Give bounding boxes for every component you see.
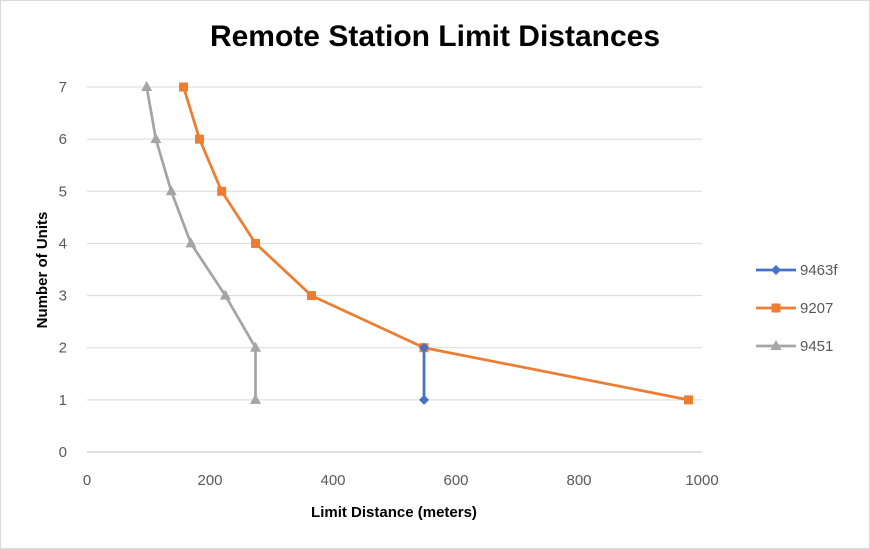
- y-tick-label: 2: [59, 340, 67, 357]
- data-point-diamond: [419, 342, 430, 353]
- y-tick-label: 7: [59, 79, 67, 96]
- data-point-square: [195, 134, 205, 144]
- y-tick-label: 1: [59, 392, 67, 409]
- y-tick-label: 6: [59, 131, 67, 148]
- data-point-triangle: [250, 341, 262, 352]
- axes: 0 1 2 3 4 5 6 7 0 200 400 600 800 1000: [59, 79, 719, 489]
- x-tick-label: 400: [320, 472, 345, 489]
- chart-title: Remote Station Limit Distances: [209, 20, 661, 53]
- data-point-square: [306, 291, 316, 301]
- legend-label: 9451: [800, 338, 833, 355]
- data-point-square: [771, 303, 781, 313]
- data-point-triangle: [250, 393, 262, 404]
- legend-label: 9463f: [800, 262, 838, 279]
- x-axis-label: Limit Distance (meters): [311, 504, 477, 521]
- x-tick-label: 200: [197, 472, 222, 489]
- data-point-triangle: [770, 340, 782, 350]
- data-point-triangle: [185, 237, 197, 248]
- data-point-square: [179, 82, 189, 92]
- y-tick-label: 3: [59, 288, 67, 305]
- plot-series: [141, 81, 693, 405]
- data-point-triangle: [219, 289, 231, 300]
- data-point-diamond: [419, 394, 430, 405]
- data-point-triangle: [150, 133, 162, 144]
- data-point-triangle: [165, 185, 177, 196]
- x-tick-label: 600: [443, 472, 468, 489]
- data-point-square: [217, 186, 227, 196]
- y-tick-label: 0: [59, 444, 67, 461]
- x-tick-label: 0: [83, 472, 91, 489]
- data-point-square: [683, 395, 693, 405]
- x-tick-label: 800: [566, 472, 591, 489]
- x-tick-label: 1000: [685, 472, 718, 489]
- y-tick-label: 4: [59, 235, 67, 252]
- data-point-square: [251, 238, 261, 248]
- legend: 9463f 9207 9451: [756, 262, 838, 355]
- y-axis-label: Number of Units: [34, 212, 51, 329]
- gridlines: [87, 86, 702, 453]
- data-point-triangle: [141, 81, 153, 91]
- y-tick-label: 5: [59, 183, 67, 200]
- data-point-diamond: [771, 265, 781, 275]
- legend-label: 9207: [800, 300, 833, 317]
